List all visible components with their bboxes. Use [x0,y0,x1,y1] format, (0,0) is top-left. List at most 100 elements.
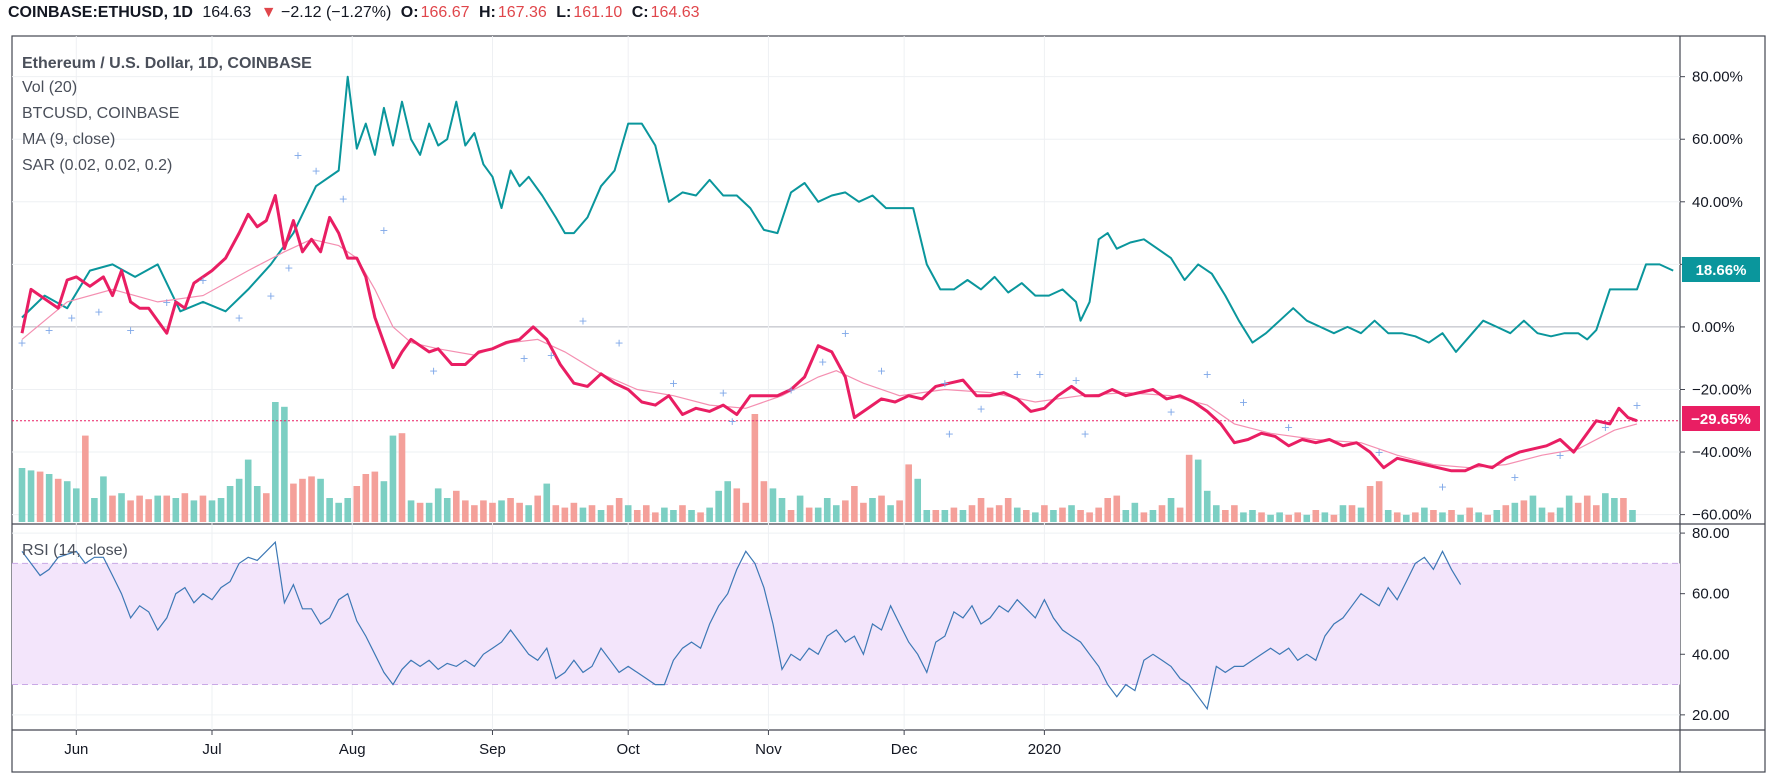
volume-bar [1185,454,1193,522]
volume-bar [670,510,677,522]
volume-bar [986,507,994,522]
volume-bar [27,470,35,522]
symbol-header: COINBASE:ETHUSD, 1D 164.63 ▼ −2.12 (−1.2… [8,4,705,26]
sar-dot: + [877,365,886,378]
volume-bar [1583,495,1591,522]
rsi-tick-label: 80.00 [1692,525,1730,542]
sar-dot: + [1632,399,1641,412]
volume-bar [443,498,451,522]
sar-dot: + [67,312,76,325]
volume-bar [796,495,804,522]
volume-bar [1357,507,1365,522]
time-tick-label: Sep [479,741,506,758]
price-tick-label: −40.00% [1692,444,1752,461]
volume-bar [688,510,695,522]
btc-badge: 18.66% [1682,257,1760,282]
volume-bar [823,498,831,522]
volume-bar [380,481,388,522]
sar-dot: + [1203,368,1212,381]
volume-bar [579,507,587,522]
sar-dot: + [339,193,348,206]
volume-bar [760,481,768,522]
legend-title: Ethereum / U.S. Dollar, 1D, COINBASE [22,55,312,72]
volume-bar [534,495,542,522]
sar-dot: + [1013,368,1022,381]
volume-bar [1276,512,1283,522]
rsi-tick-label: 20.00 [1692,707,1730,724]
volume-bar [887,505,894,522]
sar-dot: + [728,415,737,428]
volume-bar [832,505,840,522]
volume-bar [100,476,107,522]
rsi-line [21,540,1462,711]
volume-bar [452,490,460,522]
legend-rsi: RSI (14, close) [22,542,128,559]
close-value: 164.63 [650,4,700,21]
volume-bar [1050,510,1057,522]
sar-dot: + [94,305,103,318]
volume-bar [878,495,885,522]
volume-bar [335,502,342,522]
volume-bar [525,505,532,522]
volume-bar [1312,510,1320,522]
volume-bar [1629,510,1636,522]
volume-bar [91,498,98,522]
price-lines: + + + + + + + + + + + + + + + + + + + + + + + + + + + + + + + + + + + + + + + +… [12,75,1680,493]
volume-bar [1393,512,1401,522]
volume-bar [344,498,352,522]
volume-bar [851,486,858,522]
volume-bar [1448,510,1455,522]
time-tick-label: Dec [891,741,918,758]
volume-bar [742,502,750,522]
volume-bar [317,478,324,522]
volume-bar [1520,500,1528,522]
volume-bar [1620,498,1627,522]
sar-dot: + [198,274,207,287]
ma-line [21,238,1638,469]
volume-bar [389,435,397,522]
volume-bar [1375,481,1383,522]
low-value: 161.10 [573,4,623,21]
open-label: O: [400,4,419,21]
volume-bar [299,478,306,522]
rsi-band [12,563,1680,685]
volume-bar [733,488,741,522]
time-tick-label: Aug [339,741,366,758]
price-tick-label: 60.00% [1692,131,1743,148]
volume-bar [54,478,62,522]
sar-dot: + [379,224,388,237]
volume-bar [1611,498,1618,522]
volume-bar [968,505,976,522]
volume-bar [615,498,623,522]
volume-bar [1348,505,1356,522]
sar-dot: + [45,324,54,337]
axes: 80.00%60.00%40.00%20.00%0.00%−20.00%−40.… [64,69,1751,758]
volume-bar [308,476,315,522]
volume-bar [1086,512,1093,522]
volume-bar [1321,512,1329,522]
volume-bar [932,510,940,522]
volume-bar [1529,495,1537,522]
volume-bar [262,493,270,522]
time-tick-label: 2020 [1028,741,1061,758]
volume-bar [805,507,813,522]
sar-dot: + [1510,471,1519,484]
volume-bar [136,495,143,522]
volume-bar [226,486,234,522]
volume-bar [1022,510,1030,522]
sar-dot: + [284,261,293,274]
volume-bar [1547,512,1555,522]
volume-bar [199,495,207,522]
sar-dot: + [429,365,438,378]
sar-dot: + [1239,396,1248,409]
sar-dot: + [126,324,135,337]
price-tick-label: 0.00% [1692,319,1735,336]
volume-bar [1222,510,1229,522]
sar-dot: + [1438,480,1447,493]
sar-dot: + [669,377,678,390]
open-value: 166.67 [420,4,470,21]
volume-bar [787,510,795,522]
volume-bars [18,402,1636,522]
high-value: 167.36 [497,4,547,21]
